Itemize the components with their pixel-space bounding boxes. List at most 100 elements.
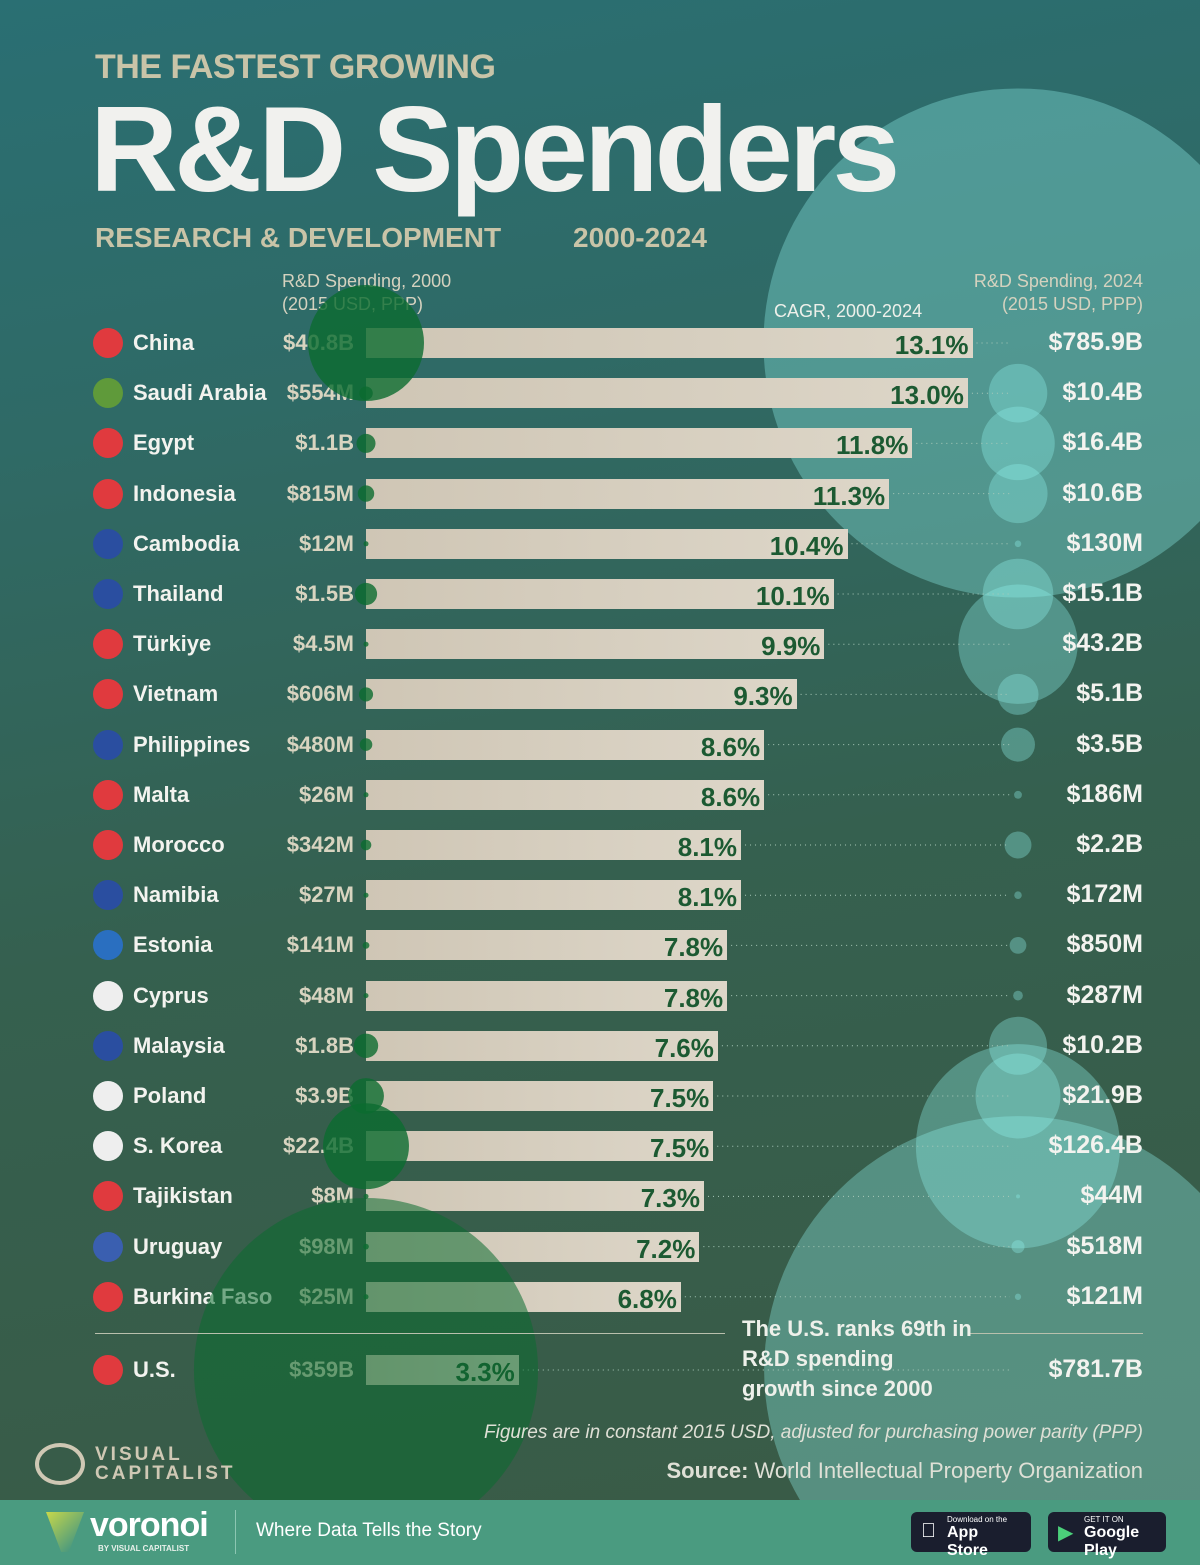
flag-icon — [93, 1030, 123, 1061]
spend-2024: $186M — [1066, 779, 1143, 808]
spend-2000: $554M — [286, 380, 354, 406]
bubble-2024 — [1013, 990, 1023, 1001]
spend-2024: $16.4B — [1062, 428, 1143, 457]
cagr-label: 7.8% — [663, 932, 724, 963]
spend-2000: $359B — [289, 1357, 354, 1382]
bubble-2024 — [1014, 540, 1022, 548]
google-play-button[interactable]: ▶ GET IT ON Google Play — [1048, 1512, 1166, 1559]
spend-2000: $1.1B — [295, 430, 354, 456]
divider — [970, 1333, 1143, 1334]
country-name: S. Korea — [133, 1133, 223, 1159]
cagr-bar: 13.1% — [366, 328, 973, 360]
country-name: Saudi Arabia — [133, 380, 267, 406]
cagr-bar: 9.3% — [366, 679, 797, 712]
country-name: Thailand — [133, 581, 224, 606]
cagr-label: 8.1% — [677, 832, 738, 862]
apple-icon:  — [921, 1520, 936, 1543]
cagr-bar: 6.8% — [366, 1281, 681, 1314]
country-name: Burkina Faso — [133, 1283, 273, 1309]
visual-capitalist-logo-icon — [35, 1443, 85, 1485]
bubble-2024 — [1014, 891, 1022, 899]
bubble-2024 — [1004, 831, 1032, 859]
spend-2024: $518M — [1066, 1231, 1143, 1260]
spend-2024: $172M — [1066, 880, 1143, 909]
bubble-2024 — [1014, 790, 1022, 799]
spend-2024: $5.1B — [1076, 679, 1143, 708]
country-row: Cambodia $12M 10.4% $130M — [0, 524, 1200, 564]
spend-2000: $12M — [298, 530, 354, 556]
spend-2000: $342M — [286, 832, 354, 857]
flag-icon — [93, 629, 123, 660]
flag-icon — [93, 378, 123, 409]
spend-2024: $43.2B — [1062, 629, 1143, 658]
col-cagr-header: CAGR, 2000-2024 — [774, 301, 923, 321]
country-row: Poland $3.9B 7.5% $21.9B — [0, 1076, 1200, 1116]
cagr-label: 13.0% — [890, 380, 964, 411]
us-note: The U.S. ranks 69th in R&D spending grow… — [742, 1316, 972, 1401]
cagr-bar: 9.9% — [366, 629, 825, 661]
spend-2000: $8M — [311, 1183, 354, 1209]
country-row: Cyprus $48M 7.8% $287M — [0, 976, 1200, 1016]
bubble-2024 — [1001, 727, 1035, 762]
country-row: Uruguay $98M 7.2% $518M — [0, 1227, 1200, 1267]
bubble-2024 — [975, 1053, 1061, 1139]
bubble-2024 — [989, 1016, 1047, 1075]
cagr-bar: 7.5% — [366, 1131, 714, 1163]
spend-2000: $3.9B — [295, 1083, 354, 1108]
country-name: Uruguay — [133, 1233, 223, 1259]
bubble-2024 — [997, 673, 1039, 715]
cagr-bar: 8.1% — [366, 830, 742, 862]
flag-icon — [93, 579, 123, 609]
flag-icon — [93, 478, 123, 509]
spend-2000: $27M — [298, 882, 354, 908]
subtitle: RESEARCH & DEVELOPMENT — [95, 222, 502, 253]
spend-2000: $48M — [298, 982, 354, 1008]
cagr-bar: 11.3% — [366, 478, 890, 511]
bubble-2024 — [1011, 1240, 1025, 1254]
flag-icon — [93, 528, 123, 559]
flag-icon — [93, 980, 123, 1011]
cagr-label: 10.1% — [755, 581, 830, 611]
country-row: Malaysia $1.8B 7.6% $10.2B — [0, 1026, 1200, 1066]
country-name: Poland — [133, 1083, 207, 1108]
country-row: S. Korea $22.4B 7.5% $126.4B — [0, 1126, 1200, 1166]
footer-bar: voronoi BY VISUAL CAPITALIST Where Data … — [0, 1500, 1200, 1565]
cagr-label: 8.1% — [677, 882, 738, 913]
flag-icon — [93, 830, 123, 860]
bubble-2024 — [988, 464, 1048, 524]
country-row: Estonia $141M 7.8% $850M — [0, 925, 1200, 965]
country-name: China — [133, 330, 195, 355]
cagr-bar: 7.6% — [366, 1030, 718, 1063]
spend-2000: $815M — [286, 480, 354, 506]
spend-2024: $3.5B — [1076, 729, 1143, 758]
bubble-2024 — [981, 406, 1055, 481]
country-row: Saudi Arabia $554M 13.0% $10.4B — [0, 373, 1200, 413]
spend-2000: $606M — [286, 681, 354, 707]
cagr-label: 7.3% — [640, 1183, 700, 1214]
cagr-label: 13.1% — [894, 330, 969, 360]
flag-icon — [93, 1355, 123, 1385]
country-row: Indonesia $815M 11.3% $10.6B — [0, 474, 1200, 514]
spend-2024: $10.6B — [1062, 478, 1143, 507]
flag-icon — [93, 729, 123, 760]
footnote: Figures are in constant 2015 USD, adjust… — [484, 1422, 1143, 1443]
cagr-bar: 8.6% — [366, 729, 765, 762]
cagr-bar: 10.4% — [366, 528, 848, 561]
cagr-label: 7.8% — [663, 982, 724, 1013]
years: 2000-2024 — [573, 222, 707, 253]
country-row: Namibia $27M 8.1% $172M — [0, 875, 1200, 915]
flag-icon — [93, 1131, 123, 1162]
spend-2000: $480M — [286, 731, 354, 757]
spend-2000: $25M — [298, 1283, 354, 1309]
spend-2024: $44M — [1080, 1181, 1143, 1210]
cagr-label: 9.3% — [733, 681, 793, 712]
cagr-label: 7.5% — [649, 1083, 710, 1113]
cagr-bar: 8.1% — [366, 880, 742, 913]
bubble-layer — [522, 88, 1200, 1500]
spend-2024: $287M — [1066, 980, 1143, 1009]
flag-icon — [93, 779, 123, 810]
cagr-bar: 3.3% — [366, 1355, 519, 1387]
kicker: THE FASTEST GROWING — [95, 48, 496, 86]
cagr-label: 10.4% — [769, 530, 844, 561]
